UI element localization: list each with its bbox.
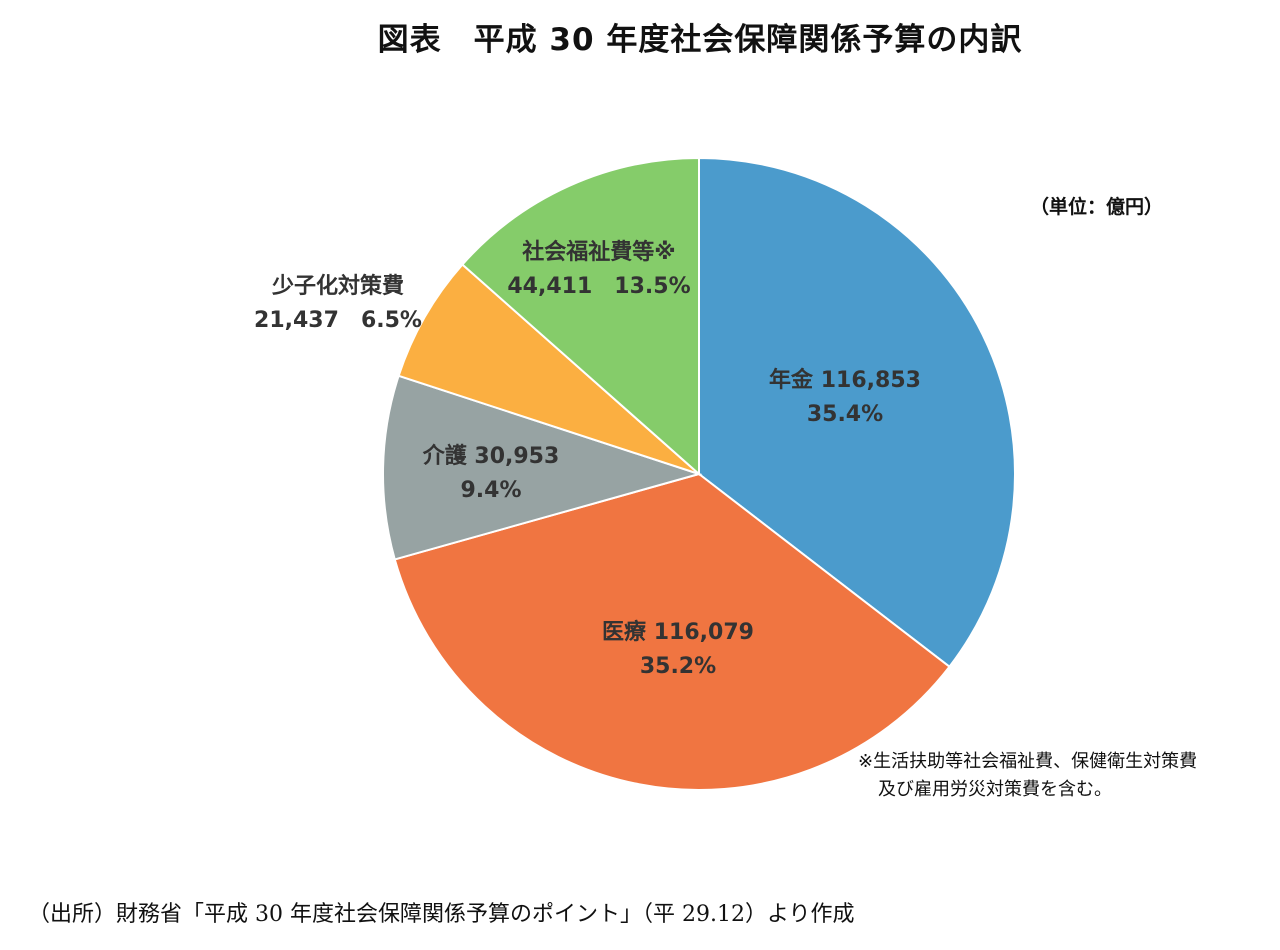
slice-percent: 35.2%	[639, 654, 717, 679]
slice-name: 社会福祉費等※	[522, 240, 676, 265]
slice-name: 介護	[422, 444, 467, 469]
source-note: （出所）財務省「平成 30 年度社会保障関係予算のポイント」（平 29.12）よ…	[28, 902, 855, 927]
slice-pension	[698, 156, 1016, 669]
slice-care	[382, 374, 703, 561]
slice-percent: 9.4%	[460, 478, 522, 503]
slice-welfare	[460, 156, 700, 477]
slice-value: 44,411	[507, 274, 593, 299]
unit-label: （単位：億円）	[1030, 196, 1164, 218]
slice-label-welfare: 社会福祉費等※ 44,411 13.5%	[494, 236, 704, 304]
slice-value: 30,953	[474, 444, 560, 469]
chart-title: 図表 平成 30 年度社会保障関係予算の内訳	[377, 22, 1023, 58]
footnote-line-1: ※生活扶助等社会福祉費、保健衛生対策費	[858, 751, 1198, 772]
slice-name: 医療	[602, 620, 647, 645]
slice-name: 少子化対策費	[271, 274, 404, 299]
footnote: ※生活扶助等社会福祉費、保健衛生対策費 及び雇用労災対策費を含む。	[858, 748, 1197, 804]
slice-value: 116,853	[820, 368, 921, 393]
slice-percent: 13.5%	[614, 274, 691, 299]
slice-label-medical: 医療 116,079 35.2%	[578, 616, 778, 684]
slice-label-pension: 年金 116,853 35.4%	[750, 364, 940, 432]
slice-medical	[393, 472, 951, 791]
slice-value: 116,079	[653, 620, 754, 645]
slice-childcare	[397, 263, 700, 475]
slice-percent: 35.4%	[806, 402, 884, 427]
footnote-line-2: 及び雇用労災対策費を含む。	[878, 779, 1112, 800]
slice-value: 21,437	[254, 308, 339, 333]
slice-name: 年金	[769, 368, 814, 393]
slice-label-care: 介護 30,953 9.4%	[396, 440, 586, 508]
slice-label-childcare: 少子化対策費 21,437 6.5%	[248, 270, 428, 338]
slice-percent: 6.5%	[360, 308, 422, 333]
